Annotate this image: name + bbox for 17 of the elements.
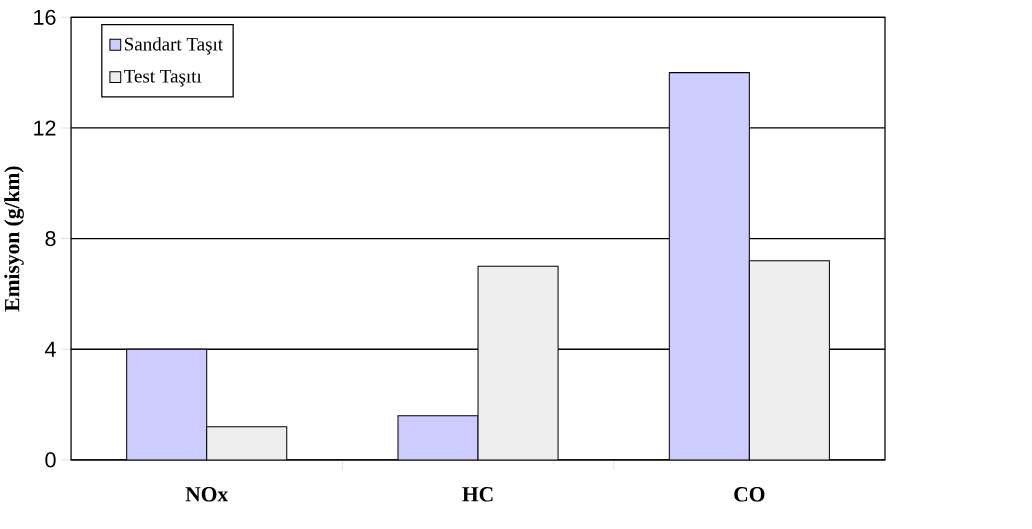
bar xyxy=(477,265,559,460)
y-axis-title: Emisyon (g/km) xyxy=(4,166,24,312)
y-tick-label: 8 xyxy=(45,230,56,247)
x-tick-label: HC xyxy=(462,486,493,502)
legend-label: Test Taşıtı xyxy=(124,69,202,87)
x-tick-label: CO xyxy=(734,486,765,502)
y-tick-label: 4 xyxy=(45,341,56,357)
y-tick-label: 16 xyxy=(34,9,56,25)
y-tick-label: 0 xyxy=(45,452,56,468)
y-tick-label: 12 xyxy=(34,120,56,136)
bar xyxy=(668,71,750,460)
bar xyxy=(126,348,208,460)
bar xyxy=(206,426,288,460)
legend-label: Sandart Taşıt xyxy=(125,37,223,55)
bar xyxy=(397,414,479,460)
x-tick-label: NOx xyxy=(185,486,229,502)
bar xyxy=(748,260,830,460)
